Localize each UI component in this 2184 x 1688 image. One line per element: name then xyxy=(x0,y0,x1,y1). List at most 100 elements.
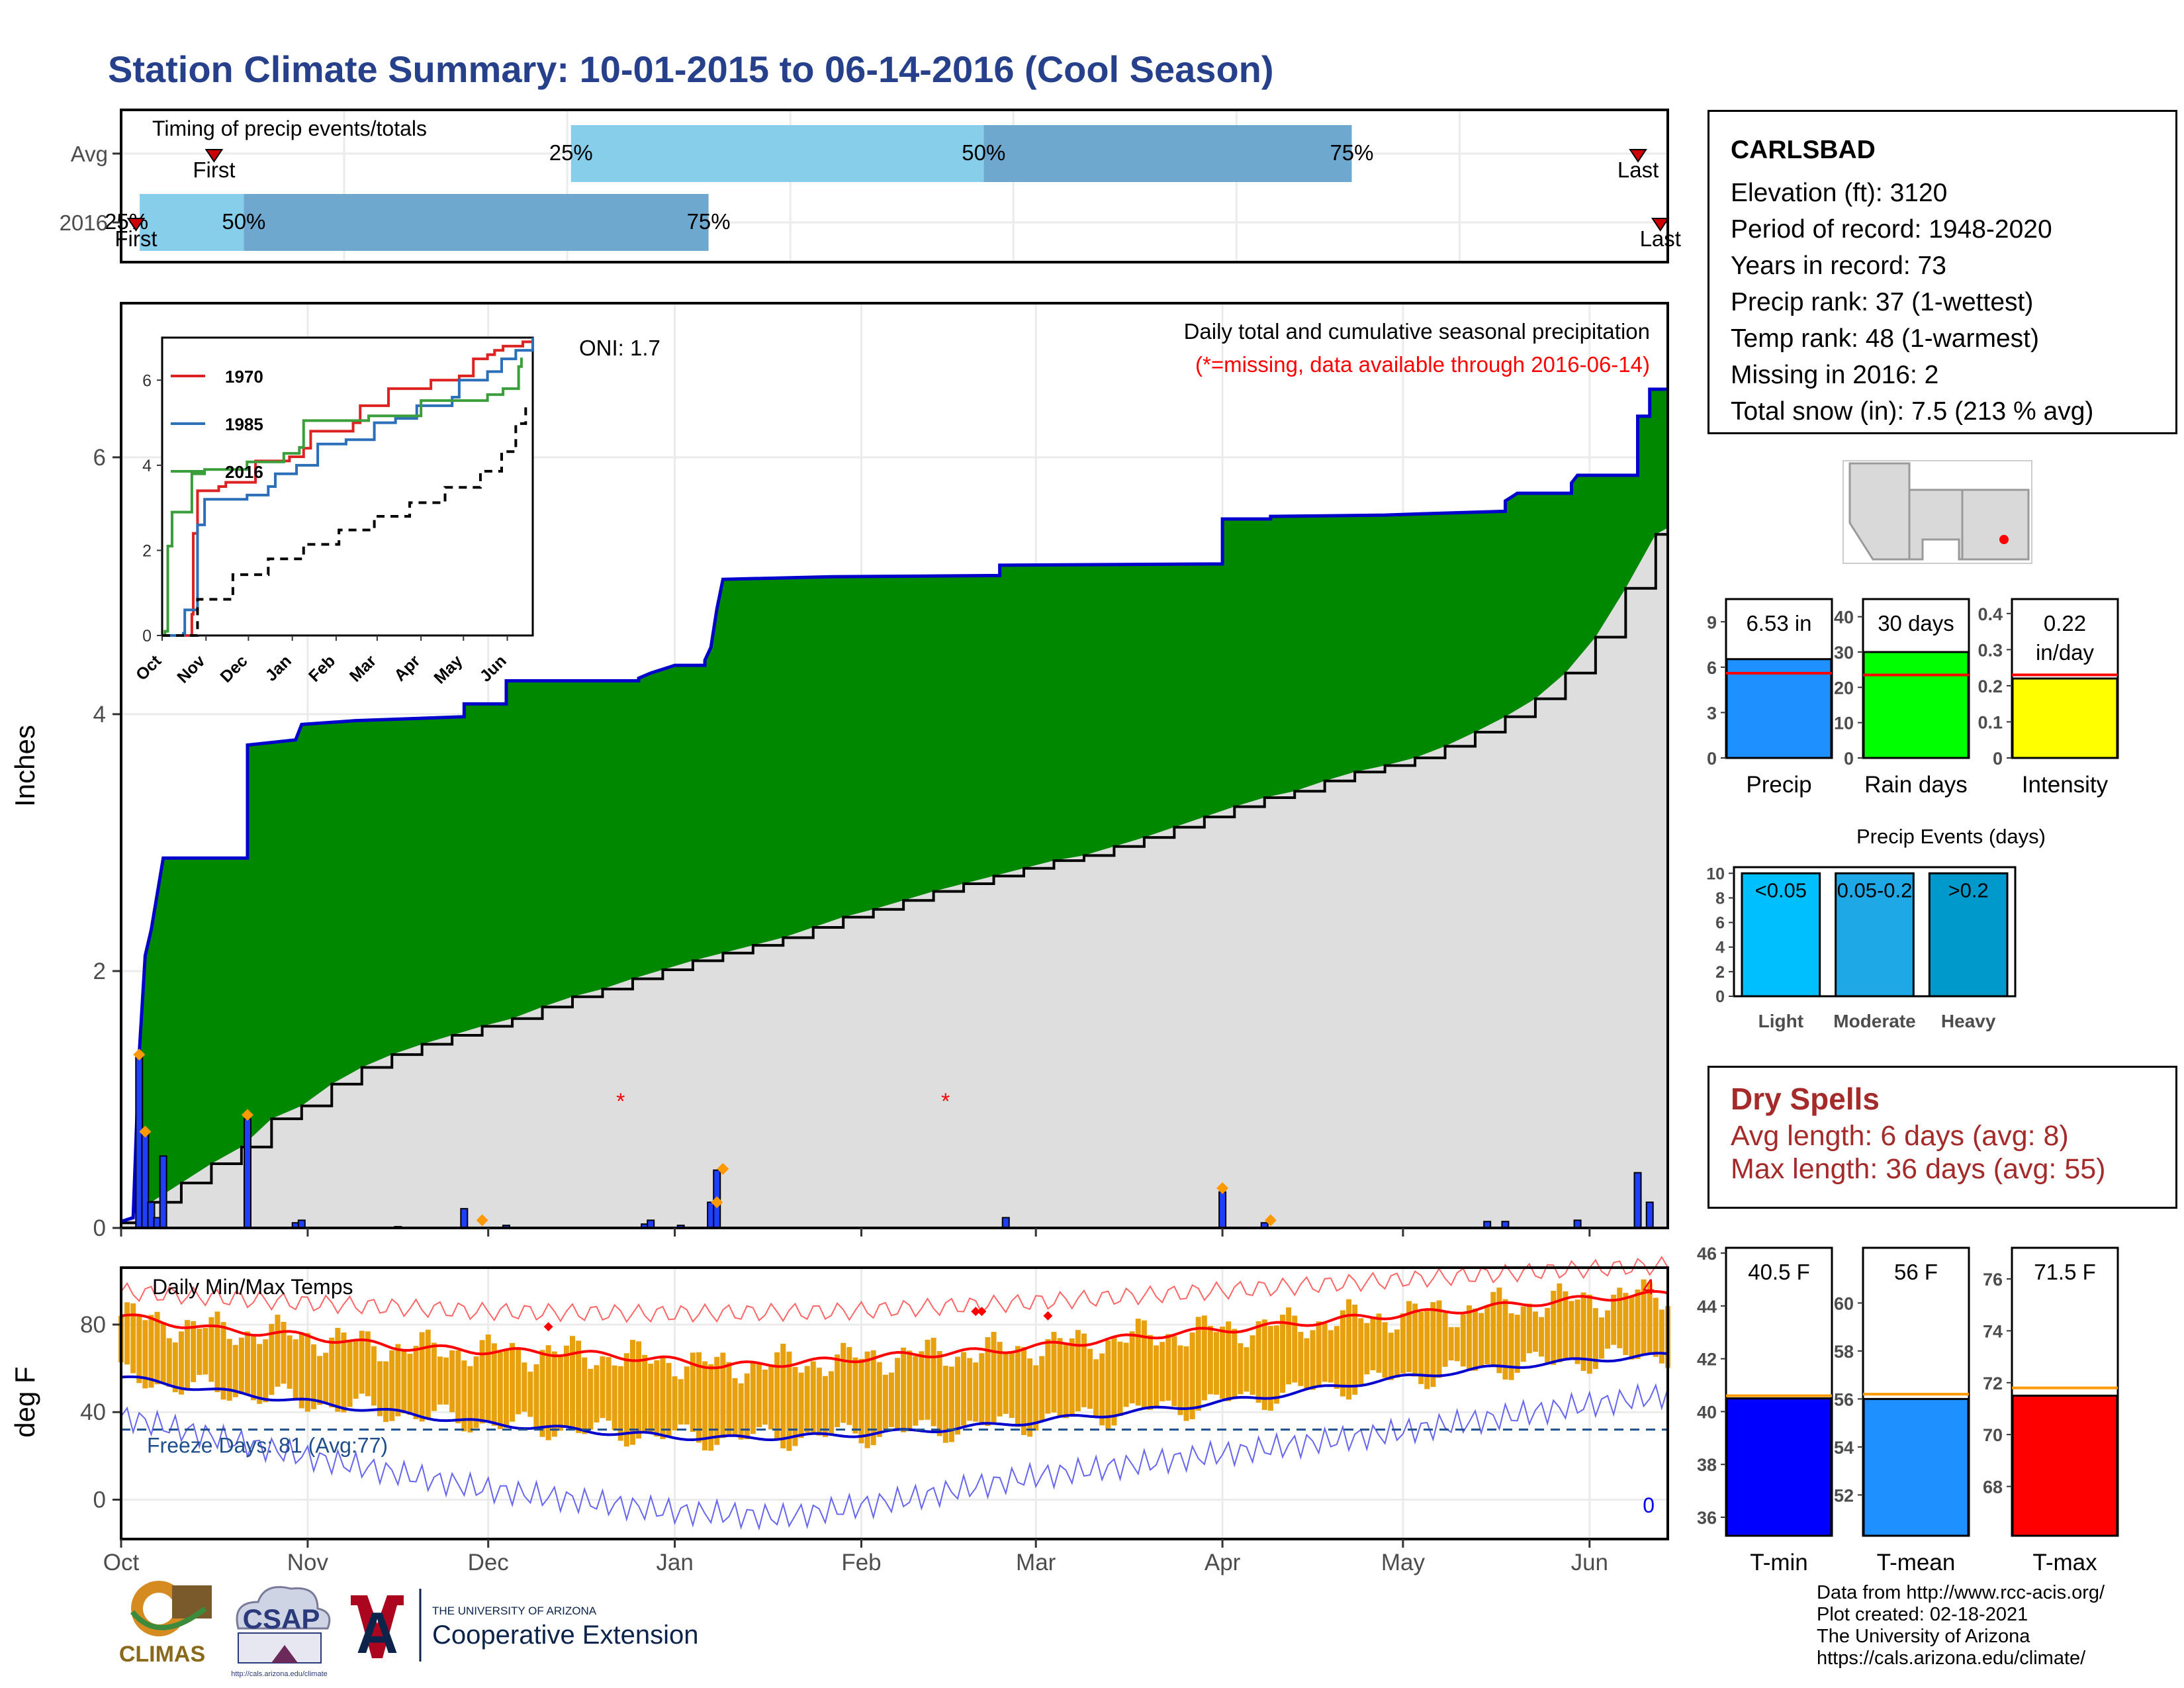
temps-daily-bar xyxy=(1165,1334,1171,1401)
temps-daily-bar xyxy=(226,1338,232,1401)
temps-daily-bar xyxy=(954,1356,960,1435)
precip-daily-bar xyxy=(460,1207,469,1229)
events-category-label: Light xyxy=(1758,1011,1803,1031)
temps-daily-bar xyxy=(1484,1306,1490,1364)
temps-daily-bar xyxy=(1466,1305,1472,1372)
temps-daily-bar xyxy=(744,1373,750,1440)
temps-daily-bar xyxy=(654,1360,660,1437)
month-label: Feb xyxy=(841,1550,881,1575)
temp-stats-chart: 36 38 40 42 44 46 40.5 F T-min 52 54 56 58 60 56 F T-m… xyxy=(1697,1244,2119,1575)
credit-plot-created: Plot created: 02-18-2021 xyxy=(1817,1604,2028,1625)
temps-daily-bar xyxy=(1502,1299,1508,1380)
temps-daily-bar xyxy=(979,1353,985,1425)
temps-daily-bar xyxy=(582,1357,588,1434)
timing-label-q75: 75% xyxy=(687,209,731,234)
stat-panel-ytick-label: 52 xyxy=(1834,1485,1854,1505)
temps-daily-bar xyxy=(1189,1332,1195,1420)
month-label: Jun xyxy=(1571,1550,1608,1575)
temps-daily-bar xyxy=(1232,1329,1238,1399)
temps-daily-bar xyxy=(1087,1348,1093,1409)
precip-snow-marker xyxy=(476,1214,488,1227)
temps-daily-bar xyxy=(1267,1326,1273,1411)
temps-daily-bar xyxy=(1653,1297,1659,1357)
temps-daily-bar xyxy=(816,1368,822,1436)
stat-panel-name: T-max xyxy=(2032,1550,2097,1575)
temps-daily-bar xyxy=(557,1354,563,1431)
temps-daily-bar xyxy=(244,1331,250,1396)
temps-daily-bar xyxy=(1147,1335,1153,1410)
inset-ytick-label: 4 xyxy=(142,457,152,475)
temps-daily-bar xyxy=(961,1352,967,1426)
locator-map xyxy=(1843,460,2032,564)
temps-daily-bar xyxy=(1213,1332,1219,1395)
temps-daily-bar xyxy=(1063,1344,1069,1419)
timing-bar-q25-q50 xyxy=(140,194,244,251)
temps-daily-bar xyxy=(263,1339,269,1403)
temps-daily-bar xyxy=(907,1350,913,1431)
precip-missing-marker: * xyxy=(616,1089,625,1114)
temps-daily-bar xyxy=(967,1358,973,1421)
station-period: Period of record: 1948-2020 xyxy=(1731,215,2052,244)
temps-daily-bar xyxy=(1045,1338,1051,1414)
temps-daily-bar xyxy=(124,1302,130,1365)
precip-ytick-label: 0 xyxy=(93,1215,106,1241)
temps-daily-bar xyxy=(1412,1303,1418,1377)
temps-daily-bar xyxy=(1009,1353,1015,1418)
temps-daily-bar xyxy=(1201,1315,1207,1401)
temps-daily-bar xyxy=(551,1351,557,1437)
temps-daily-bar xyxy=(1617,1288,1623,1348)
inset-ytick-label: 6 xyxy=(142,371,152,390)
temps-daily-bar xyxy=(425,1329,431,1419)
timing-last-marker xyxy=(1629,149,1647,163)
precip-daily-bar xyxy=(1001,1217,1010,1229)
month-label: Oct xyxy=(103,1550,140,1575)
temps-daily-bar xyxy=(1141,1320,1147,1410)
station-elevation: Elevation (ft): 3120 xyxy=(1731,179,1948,207)
stat-panel-ytick-label: 42 xyxy=(1697,1350,1717,1370)
stat-panel-ytick-label: 40 xyxy=(1697,1402,1717,1422)
precip-ytick-label: 6 xyxy=(93,445,106,471)
precip-snow-marker xyxy=(241,1109,253,1121)
temperature-chart: Freeze Days: 81 (Avg:77) Daily Min/Max Te… xyxy=(9,1255,1670,1540)
temps-daily-bar xyxy=(1286,1307,1292,1385)
temps-daily-bar xyxy=(804,1366,810,1433)
stat-panel-value-label: 6.53 in xyxy=(1746,611,1811,635)
events-bar xyxy=(1928,872,2009,998)
temps-daily-bar xyxy=(1514,1315,1520,1373)
temps-daily-bar xyxy=(1099,1353,1105,1426)
temps-daily-bar xyxy=(1280,1315,1286,1393)
temps-daily-bar xyxy=(1093,1359,1099,1417)
timing-title: Timing of precip events/totals xyxy=(152,117,427,140)
inset-series-1985 xyxy=(162,338,534,637)
events-ytick-label: 4 xyxy=(1715,939,1725,957)
temps-daily-bar xyxy=(919,1351,925,1421)
ua-logo-letter: A xyxy=(356,1600,398,1665)
temps-daily-bar xyxy=(1376,1313,1382,1373)
temps-daily-bar xyxy=(1298,1332,1304,1386)
temps-daily-bar xyxy=(1569,1301,1574,1359)
month-label: May xyxy=(1381,1550,1426,1575)
temps-daily-bar xyxy=(1382,1322,1388,1378)
temps-avg-min-line xyxy=(120,1352,1668,1442)
temps-daily-bar xyxy=(1207,1326,1213,1395)
stat-panel-label-bg xyxy=(2024,604,2106,668)
temps-daily-bar xyxy=(527,1372,533,1417)
stat-panel-ytick-label: 10 xyxy=(1834,714,1854,733)
stat-panel-bar xyxy=(1862,651,1970,759)
station-years: Years in record: 73 xyxy=(1731,252,1946,280)
temps-daily-bar xyxy=(383,1361,389,1423)
temps-daily-bar xyxy=(516,1347,522,1415)
timing-bar-q50-q75 xyxy=(983,125,1352,182)
precip-ytick-label: 4 xyxy=(93,702,106,727)
stat-panel-ytick-label: 68 xyxy=(1983,1477,2003,1497)
temps-daily-bar xyxy=(1520,1306,1526,1362)
credits: Data from http://www.rcc-acis.org/ Plot … xyxy=(1817,1582,2105,1669)
temps-daily-bar xyxy=(1310,1330,1316,1390)
temps-daily-bar xyxy=(1406,1301,1412,1372)
temps-daily-bar xyxy=(1479,1313,1484,1368)
month-axis: Oct Nov Dec Jan Feb Mar Apr May Jun xyxy=(103,1539,1608,1575)
stat-panel-ytick-label: 0.1 xyxy=(1978,712,2003,732)
stat-panel-name: T-min xyxy=(1750,1550,1808,1575)
events-category-label: Moderate xyxy=(1833,1011,1915,1031)
temps-daily-bar xyxy=(1244,1347,1250,1392)
